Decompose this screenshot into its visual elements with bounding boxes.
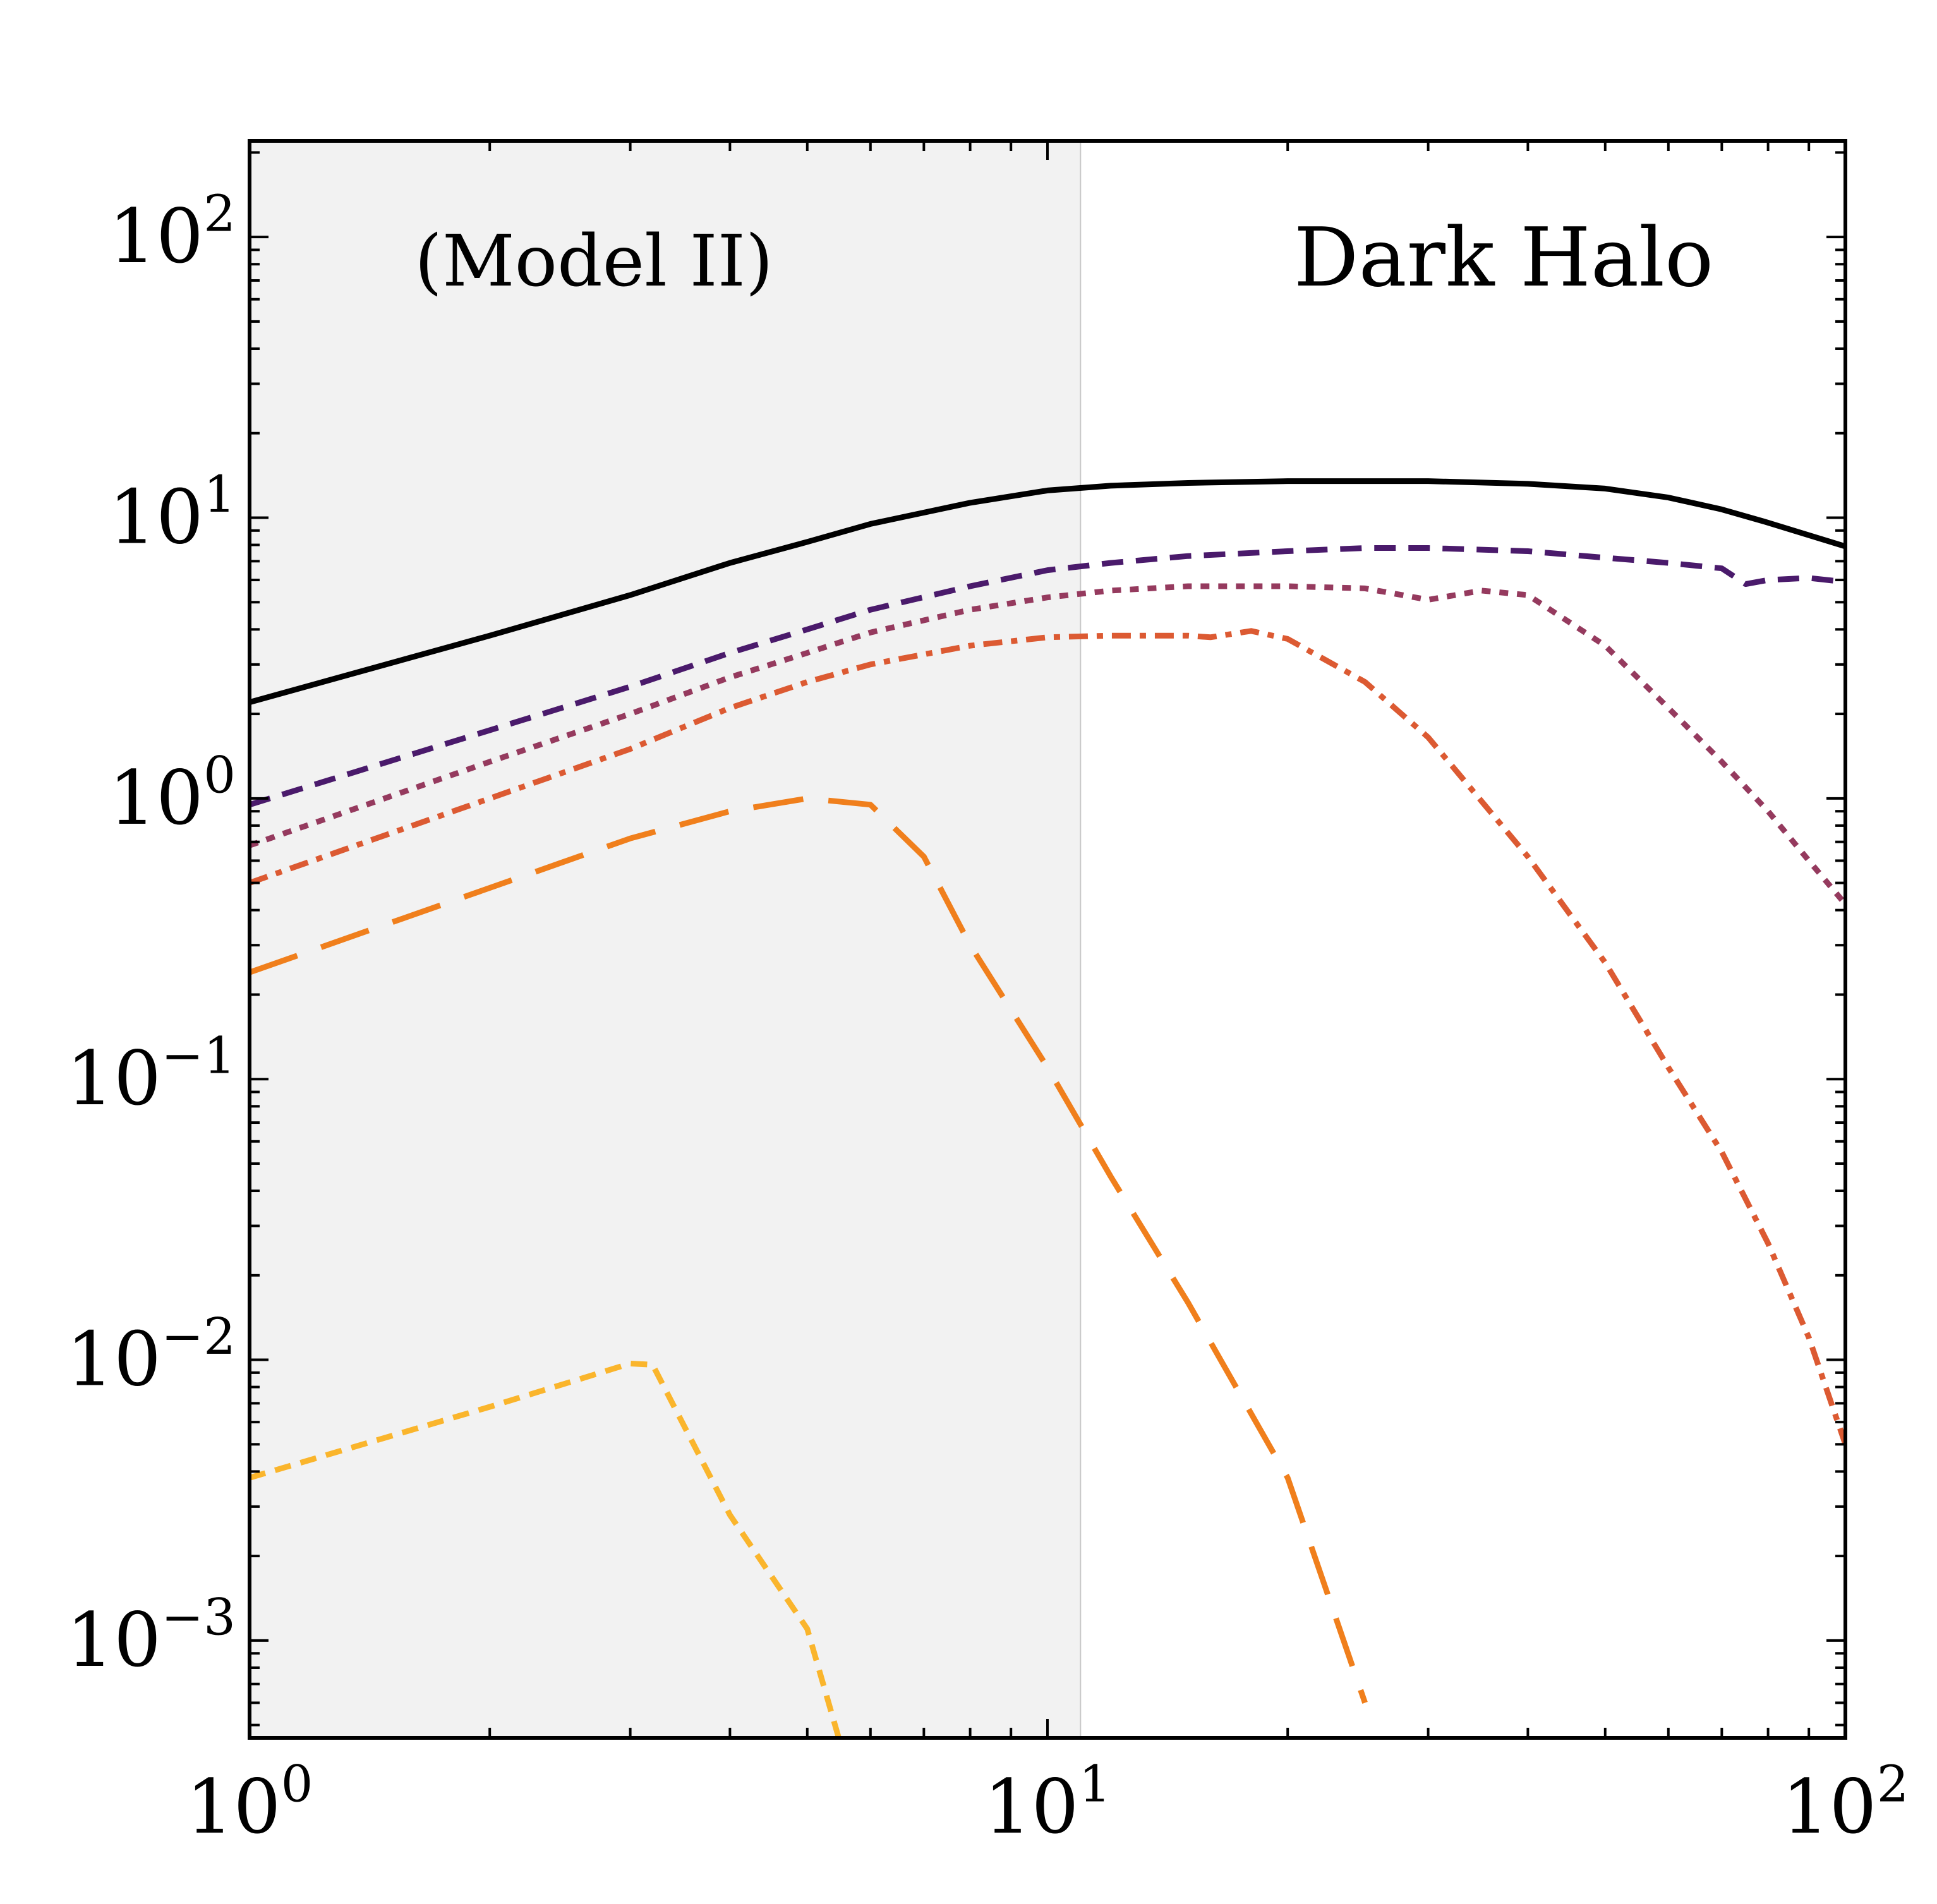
labels-layer: 100 101 102 102 101 100 10−1 10−2 10−3 [66,184,1909,1850]
y-tick-label: 100 [109,745,236,841]
y-tick-label: 102 [109,184,236,280]
series-line-4 [250,628,1845,1445]
series-layer [250,478,1845,1738]
y-tick-label: 101 [109,465,236,561]
series-line-3 [250,583,1845,907]
x-tick-label: 101 [984,1754,1111,1850]
annotation-dark-halo: Dark Halo [1294,211,1713,305]
plot-frame [248,139,1847,1740]
series-line-6 [250,1360,842,1738]
series-line-1 [250,478,1845,706]
series-line-2 [250,545,1845,808]
annotation-model: (Model II) [414,220,773,303]
shaded-region [250,141,1081,1738]
y-tick-label: 10−1 [66,1027,236,1123]
y-tick-label: 10−2 [66,1307,236,1403]
x-tick-label: 102 [1782,1754,1909,1850]
y-tick-label: 10−3 [66,1588,236,1684]
series-line-5 [250,795,1368,1704]
x-tick-label: 100 [186,1754,313,1850]
